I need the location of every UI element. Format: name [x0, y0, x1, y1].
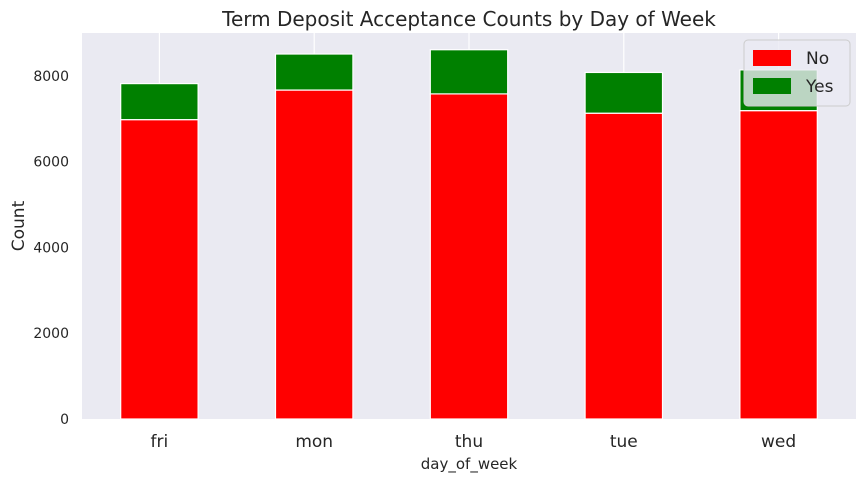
bar-yes-mon	[274, 53, 354, 91]
y-tick-label: 6000	[33, 155, 69, 171]
y-tick-labels: 0 2000 4000 6000 8000	[33, 69, 69, 428]
chart-title: Term Deposit Acceptance Counts by Day of…	[221, 7, 716, 31]
bar-no-tue	[584, 112, 664, 420]
bar-no-thu	[429, 93, 509, 420]
bar-no-mon	[274, 89, 354, 420]
x-axis-label: day_of_week	[421, 455, 518, 474]
y-tick-label: 0	[60, 412, 69, 428]
x-tick-labels: fri mon thu tue wed	[151, 432, 797, 452]
x-tick-label: wed	[761, 432, 796, 452]
legend-swatch-yes	[753, 78, 791, 94]
legend-label-no: No	[806, 49, 829, 69]
y-tick-label: 2000	[33, 326, 69, 342]
legend-swatch-no	[753, 50, 791, 66]
legend: No Yes	[743, 39, 851, 107]
y-tick-label: 8000	[33, 69, 69, 85]
bar-no-fri	[120, 119, 199, 420]
x-tick-label: tue	[610, 432, 638, 452]
legend-box	[743, 39, 851, 107]
bar-yes-thu	[429, 49, 509, 95]
y-axis-label: Count	[9, 200, 29, 251]
x-tick-label: thu	[455, 432, 483, 452]
bar-yes-fri	[120, 83, 199, 121]
x-tick-label: mon	[295, 432, 333, 452]
y-tick-label: 4000	[33, 240, 69, 256]
x-tick-label: fri	[151, 432, 169, 452]
bar-yes-tue	[584, 71, 664, 114]
bars	[120, 49, 818, 420]
bar-no-wed	[739, 110, 818, 420]
legend-label-yes: Yes	[805, 77, 834, 97]
